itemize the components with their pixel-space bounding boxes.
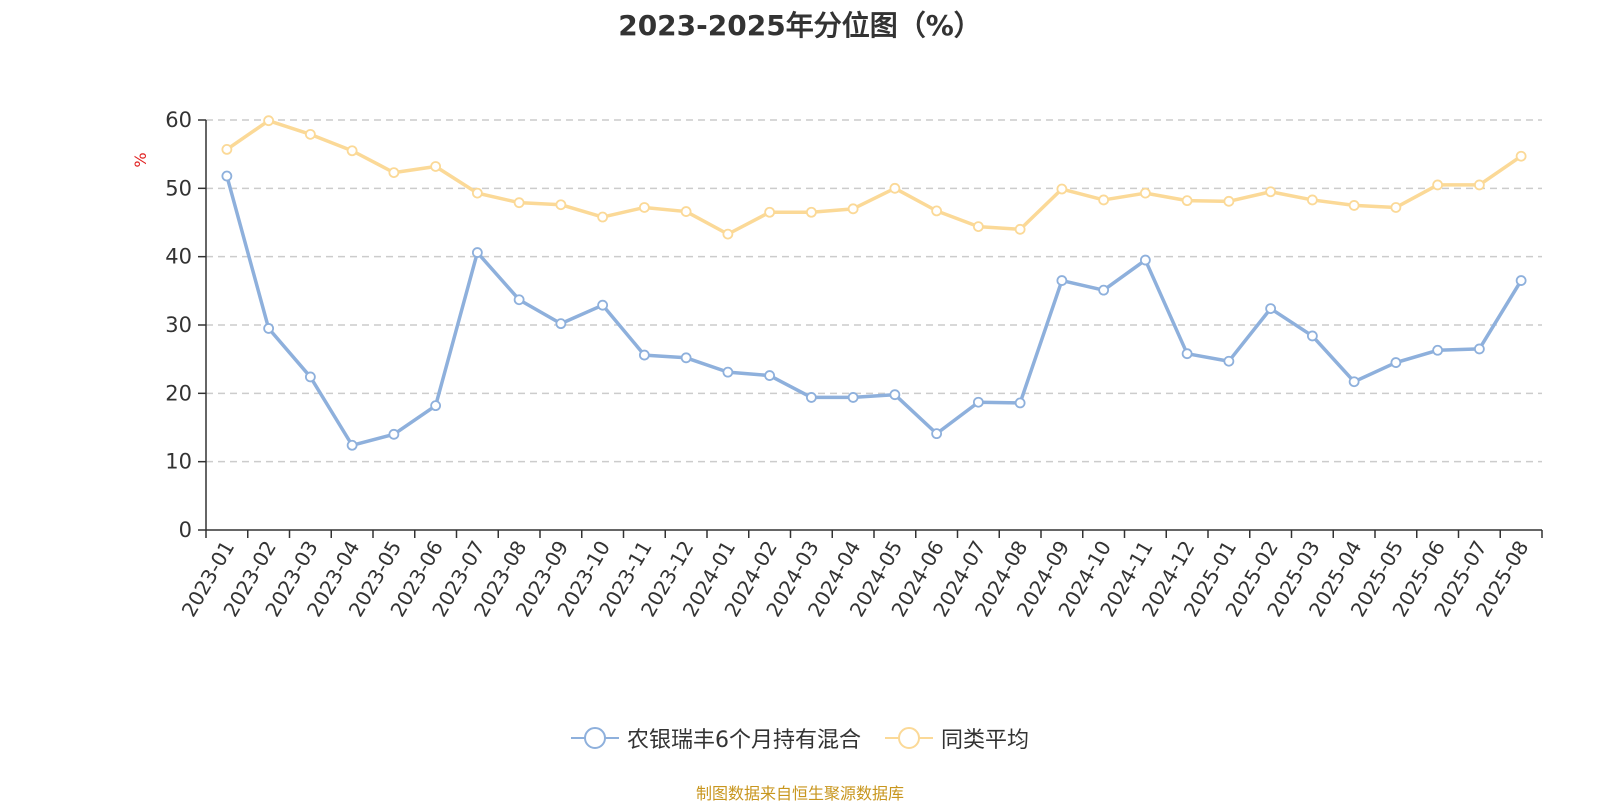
data-point[interactable] (1348, 200, 1360, 211)
data-point[interactable] (597, 211, 609, 223)
data-point[interactable] (638, 202, 650, 213)
data-point[interactable] (764, 206, 776, 218)
y-tick-label: 0 (179, 518, 192, 542)
data-point[interactable] (722, 228, 734, 240)
legend-line-circle-icon (570, 727, 619, 749)
y-tick-label: 40 (165, 245, 192, 269)
legend: 农银瑞丰6个月持有混合 同类平均 (0, 722, 1600, 754)
data-point[interactable] (847, 392, 859, 403)
data-point[interactable] (304, 371, 316, 383)
y-tick-label: 30 (165, 313, 192, 337)
data-point[interactable] (430, 400, 442, 412)
data-point[interactable] (471, 247, 483, 258)
data-point[interactable] (1098, 194, 1110, 206)
data-point[interactable] (513, 294, 525, 306)
data-point[interactable] (638, 349, 650, 361)
data-point[interactable] (1473, 343, 1485, 355)
data-point[interactable] (304, 128, 316, 140)
data-point[interactable] (1098, 284, 1110, 296)
data-point[interactable] (346, 439, 358, 451)
data-point[interactable] (513, 197, 525, 209)
data-point[interactable] (1515, 275, 1527, 286)
data-point[interactable] (555, 318, 567, 330)
data-point[interactable] (1348, 376, 1360, 388)
data-point[interactable] (430, 161, 442, 172)
y-tick-label: 20 (165, 381, 192, 405)
data-point[interactable] (555, 199, 567, 211)
data-point[interactable] (1432, 179, 1444, 191)
legend-item-fund[interactable]: 农银瑞丰6个月持有混合 (570, 722, 861, 754)
data-point[interactable] (388, 167, 400, 179)
data-point[interactable] (1223, 195, 1235, 207)
data-point[interactable] (1473, 179, 1485, 191)
data-point[interactable] (1265, 303, 1277, 315)
data-point[interactable] (680, 206, 692, 217)
legend-line-circle-icon (884, 727, 933, 749)
data-point[interactable] (680, 352, 692, 364)
y-axis-label: % (131, 152, 150, 167)
data-point[interactable] (972, 396, 984, 408)
data-point[interactable] (1056, 183, 1068, 195)
data-point[interactable] (263, 323, 275, 334)
data-point[interactable] (1390, 202, 1402, 213)
legend-label-fund: 农银瑞丰6个月持有混合 (626, 728, 861, 753)
data-point[interactable] (889, 182, 901, 194)
chart-title: 2023-2025年分位图（%） (618, 9, 982, 42)
data-point[interactable] (1265, 186, 1277, 198)
data-point[interactable] (1139, 187, 1151, 199)
data-point[interactable] (805, 206, 817, 218)
data-point[interactable] (1306, 330, 1318, 342)
data-point[interactable] (597, 299, 609, 311)
source-note: 制图数据来自恒生聚源数据库 (695, 784, 904, 803)
legend-item-average[interactable]: 同类平均 (884, 722, 1029, 754)
y-tick-label: 50 (165, 176, 192, 200)
data-point[interactable] (471, 187, 483, 199)
data-point[interactable] (388, 428, 400, 440)
data-point[interactable] (1181, 348, 1193, 360)
series-line (225, 175, 1523, 448)
axes: 01020304050602023-012023-022023-032023-0… (165, 108, 1543, 621)
data-point[interactable] (221, 143, 233, 155)
data-point[interactable] (346, 145, 358, 157)
grid-lines (206, 119, 1542, 463)
data-point[interactable] (263, 115, 275, 127)
data-point[interactable] (847, 203, 859, 215)
data-point[interactable] (1139, 254, 1151, 266)
data-point[interactable] (931, 428, 943, 440)
data-point[interactable] (722, 366, 734, 378)
data-point[interactable] (1014, 397, 1026, 409)
data-point[interactable] (1306, 194, 1318, 206)
data-point[interactable] (1223, 355, 1235, 367)
y-tick-label: 60 (165, 108, 192, 132)
data-point[interactable] (972, 221, 984, 233)
data-point[interactable] (889, 389, 901, 401)
data-point[interactable] (931, 205, 943, 217)
data-point[interactable] (1515, 150, 1527, 162)
data-point[interactable] (1432, 344, 1444, 356)
data-point[interactable] (1014, 223, 1026, 235)
data-point[interactable] (1056, 275, 1068, 286)
series-lines (221, 115, 1527, 451)
legend-label-average: 同类平均 (940, 728, 1029, 753)
y-tick-label: 10 (165, 450, 192, 474)
data-point[interactable] (764, 370, 776, 381)
data-point[interactable] (1181, 195, 1193, 207)
data-point[interactable] (805, 392, 817, 403)
series-line (225, 118, 1523, 236)
data-point[interactable] (1390, 357, 1402, 368)
data-point[interactable] (221, 170, 233, 182)
